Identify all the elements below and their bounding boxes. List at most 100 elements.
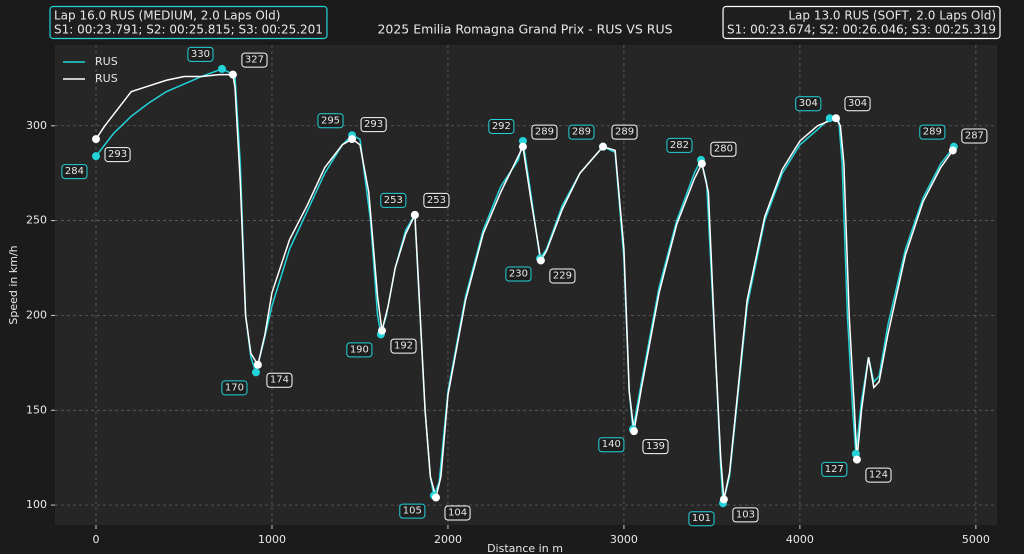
- data-label: 190: [350, 344, 369, 355]
- data-label-box: [187, 46, 214, 62]
- data-label-group: 139: [642, 439, 669, 455]
- highlight-point: [697, 159, 706, 168]
- highlight-point: [852, 455, 861, 464]
- highlight-point: [410, 210, 419, 219]
- data-label: 101: [692, 513, 711, 524]
- highlight-point: [629, 427, 638, 436]
- data-label-group: 124: [865, 467, 892, 483]
- x-axis-label: Distance in m: [487, 542, 563, 554]
- data-label: 139: [646, 441, 665, 452]
- data-label-box: [666, 137, 693, 153]
- data-label-box: [399, 503, 426, 519]
- data-label-box: [865, 467, 892, 483]
- highlight-point: [431, 493, 440, 502]
- data-label: 124: [869, 470, 888, 481]
- highlight-point: [218, 64, 227, 73]
- data-label-group: 253: [423, 192, 450, 208]
- data-label-group: 295: [317, 113, 344, 129]
- y-tick-label: 100: [26, 498, 47, 511]
- data-label: 170: [225, 382, 244, 393]
- data-label: 293: [108, 149, 127, 160]
- data-label-group: 327: [241, 52, 268, 68]
- data-label-group: 192: [390, 338, 417, 354]
- data-label-group: 101: [688, 511, 715, 527]
- data-label-box: [346, 342, 373, 358]
- data-label: 280: [714, 144, 733, 155]
- highlight-point: [598, 142, 607, 151]
- y-tick-label: 250: [26, 214, 47, 227]
- data-label: 174: [270, 375, 289, 386]
- highlight-point: [228, 70, 237, 79]
- data-label-group: 229: [549, 268, 576, 284]
- data-label-group: 230: [505, 266, 532, 282]
- highlight-point: [348, 135, 357, 144]
- data-label-group: 127: [821, 461, 848, 477]
- data-label: 327: [245, 55, 264, 66]
- data-label: 127: [825, 464, 844, 475]
- data-label: 230: [509, 269, 528, 280]
- data-label: 293: [364, 119, 383, 130]
- data-label: 304: [848, 98, 867, 109]
- data-label-group: 282: [666, 137, 693, 153]
- data-label-group: 170: [221, 380, 248, 396]
- info-box: Lap 13.0 RUS (SOFT, 2.0 Laps Old)S1: 00:…: [722, 5, 1001, 40]
- data-label-box: [360, 117, 387, 133]
- info-box-line: S1: 00:23.674; S2: 00:26.046; S3: 00:25.…: [727, 23, 996, 37]
- data-label-box: [568, 124, 595, 140]
- highlight-point: [831, 114, 840, 123]
- data-label: 287: [965, 130, 984, 141]
- data-label-box: [488, 118, 515, 134]
- data-label-box: [380, 192, 407, 208]
- info-box-line: Lap 13.0 RUS (SOFT, 2.0 Laps Old): [788, 9, 996, 23]
- data-label-group: 104: [444, 505, 471, 521]
- info-box-line: Lap 16.0 RUS (MEDIUM, 2.0 Laps Old): [54, 9, 280, 23]
- data-label: 104: [448, 508, 467, 519]
- data-label-group: 304: [795, 96, 822, 112]
- data-label-group: 105: [399, 503, 426, 519]
- data-label: 330: [191, 49, 210, 60]
- data-label: 304: [799, 98, 818, 109]
- data-label: 192: [394, 341, 413, 352]
- highlight-point: [825, 114, 834, 123]
- x-tick-label: 0: [93, 533, 100, 546]
- data-label-group: 293: [360, 117, 387, 133]
- data-label: 292: [492, 121, 511, 132]
- data-label-group: 140: [598, 437, 625, 453]
- chart-title: 2025 Emilia Romagna Grand Prix - RUS VS …: [377, 22, 672, 37]
- data-label-box: [919, 124, 946, 140]
- data-label-box: [505, 266, 532, 282]
- data-label: 295: [321, 115, 340, 126]
- highlight-point: [518, 136, 527, 145]
- data-label-group: 289: [611, 124, 638, 140]
- data-label-box: [598, 437, 625, 453]
- data-label-box: [531, 124, 558, 140]
- highlight-point: [518, 142, 527, 151]
- highlight-point: [377, 326, 386, 335]
- y-tick-label: 200: [26, 308, 47, 321]
- data-label: 253: [384, 195, 403, 206]
- data-label-group: 287: [961, 128, 988, 144]
- highlight-point: [253, 360, 262, 369]
- data-label-group: 289: [568, 124, 595, 140]
- data-label-box: [844, 96, 871, 112]
- info-box-frame: [49, 5, 328, 40]
- data-label-box: [104, 147, 131, 163]
- x-tick-label: 2000: [434, 533, 462, 546]
- data-label: 103: [736, 509, 755, 520]
- data-label-box: [611, 124, 638, 140]
- data-label-group: 292: [488, 118, 515, 134]
- data-label-group: 304: [844, 96, 871, 112]
- data-label-group: 280: [710, 141, 737, 157]
- data-label: 289: [572, 127, 591, 138]
- highlight-point: [536, 256, 545, 265]
- legend-label: RUS: [95, 55, 118, 68]
- data-label-box: [241, 52, 268, 68]
- data-label-box: [961, 128, 988, 144]
- data-label: 140: [602, 439, 621, 450]
- data-label-box: [710, 141, 737, 157]
- data-label-box: [688, 511, 715, 527]
- data-label: 289: [923, 127, 942, 138]
- data-label-box: [549, 268, 576, 284]
